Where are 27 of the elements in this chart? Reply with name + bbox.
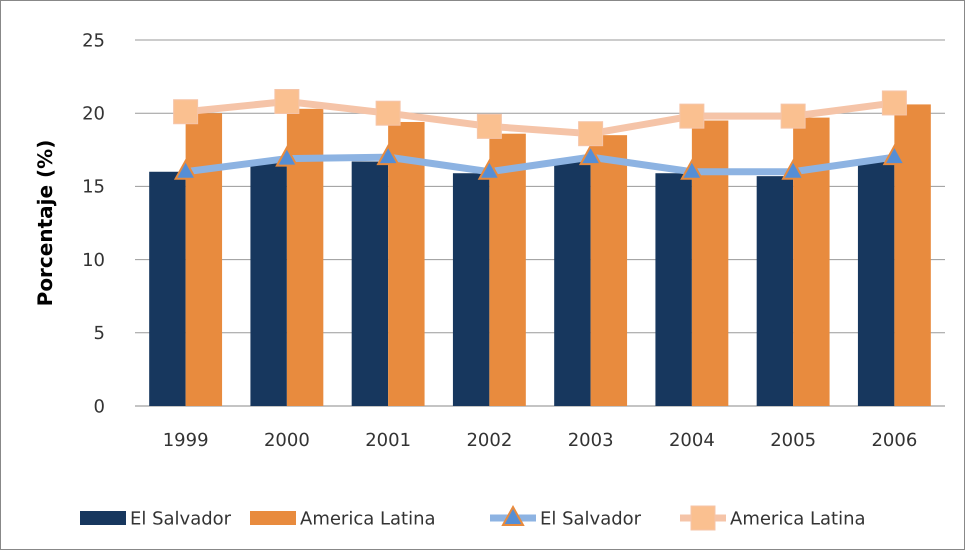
bar — [250, 162, 287, 406]
bar — [655, 173, 692, 406]
bar — [149, 172, 186, 406]
legend-label: America Latina — [300, 508, 436, 530]
legend-label: El Salvador — [540, 508, 642, 530]
bar — [554, 160, 591, 406]
legend-label: America Latina — [730, 508, 866, 530]
x-tick-label: 2001 — [365, 430, 412, 451]
x-tick-label: 1999 — [162, 430, 209, 451]
y-tick-label: 5 — [94, 323, 105, 344]
y-axis-title: Porcentaje (%) — [33, 140, 57, 306]
bar — [452, 173, 490, 406]
y-tick-label: 20 — [82, 104, 105, 124]
bar — [352, 162, 388, 406]
x-tick-label: 2004 — [668, 430, 715, 451]
x-tick-label: 2006 — [871, 430, 918, 451]
legend-label: El Salvador — [130, 508, 232, 530]
y-tick-label: 10 — [82, 250, 105, 271]
bar — [756, 176, 794, 406]
y-tick-label: 0 — [94, 396, 105, 418]
bar — [858, 160, 894, 406]
x-tick-label: 2000 — [264, 430, 310, 451]
y-tick-label: 25 — [82, 30, 105, 52]
x-tick-label: 2002 — [466, 430, 512, 451]
x-tick-label: 2003 — [568, 430, 614, 451]
x-tick-label: 2005 — [770, 430, 816, 451]
y-tick-label: 15 — [82, 176, 105, 198]
